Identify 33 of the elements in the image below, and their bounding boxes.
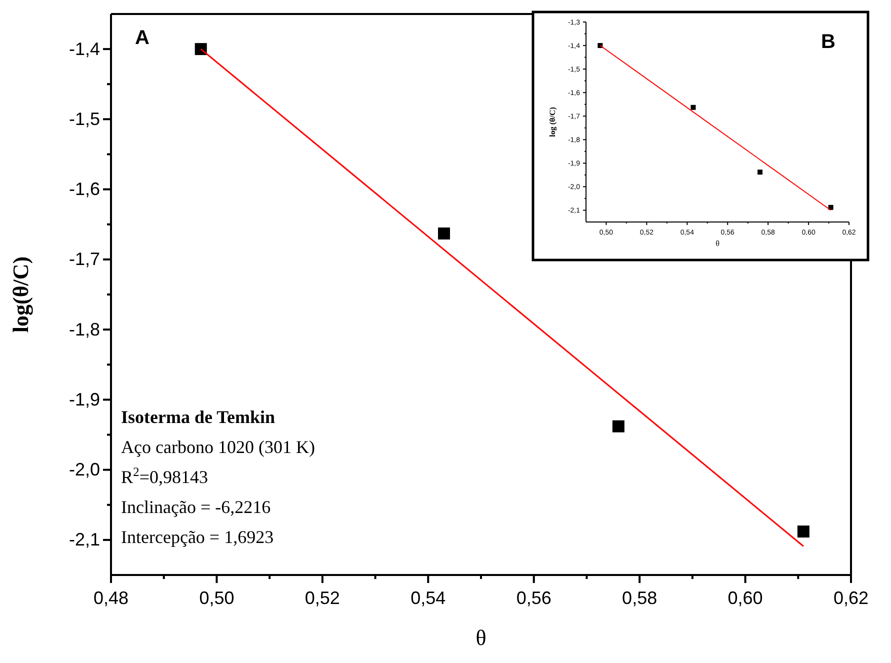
point [797, 526, 810, 538]
annotation: R$^{2}$=0,98143 [121, 465, 208, 487]
point [690, 104, 696, 110]
y-tick-label: -2,0 [68, 460, 100, 480]
annotation: Isoterma de Temkin [121, 407, 276, 427]
point [194, 43, 207, 56]
y-axis-title: log (θ/C) [548, 106, 558, 137]
x-tick-label: 0,56 [516, 588, 552, 608]
annotation: Aço carbono 1020 (301 K) [121, 437, 315, 457]
y-tick-label: -1,6 [68, 179, 100, 200]
x-tick-label: 0,54 [410, 588, 446, 608]
x-tick-label: 0,48 [93, 588, 129, 608]
y-axis-title: log(θ/C) [8, 256, 34, 333]
x-tick-label: 0,60 [728, 588, 763, 608]
annotation: Intercepção = 1,6923 [121, 527, 274, 547]
y-tick-label: -1,5 [68, 108, 100, 129]
text: A [135, 27, 150, 49]
x-tick-label: 0,50 [199, 588, 234, 608]
x-axis-title: θ [476, 625, 486, 650]
point [757, 170, 762, 175]
y-tick-label: -1,4 [68, 38, 100, 59]
annotation: Inclinação = -6,2216 [121, 497, 271, 517]
point [438, 227, 450, 240]
x-tick-label: 0,58 [622, 588, 658, 608]
x-axis-title: θ [716, 238, 720, 248]
y-tick-label: -1,9 [68, 389, 100, 410]
x-tick-label: 0,52 [304, 588, 340, 608]
y-tick-label: -2,1 [68, 530, 100, 550]
chart-title: B [821, 31, 836, 53]
y-tick-label: -1,8 [68, 319, 100, 340]
y-tick-label: -1,7 [68, 249, 100, 270]
x-tick-label: 0,62 [833, 588, 869, 608]
point [612, 420, 624, 432]
